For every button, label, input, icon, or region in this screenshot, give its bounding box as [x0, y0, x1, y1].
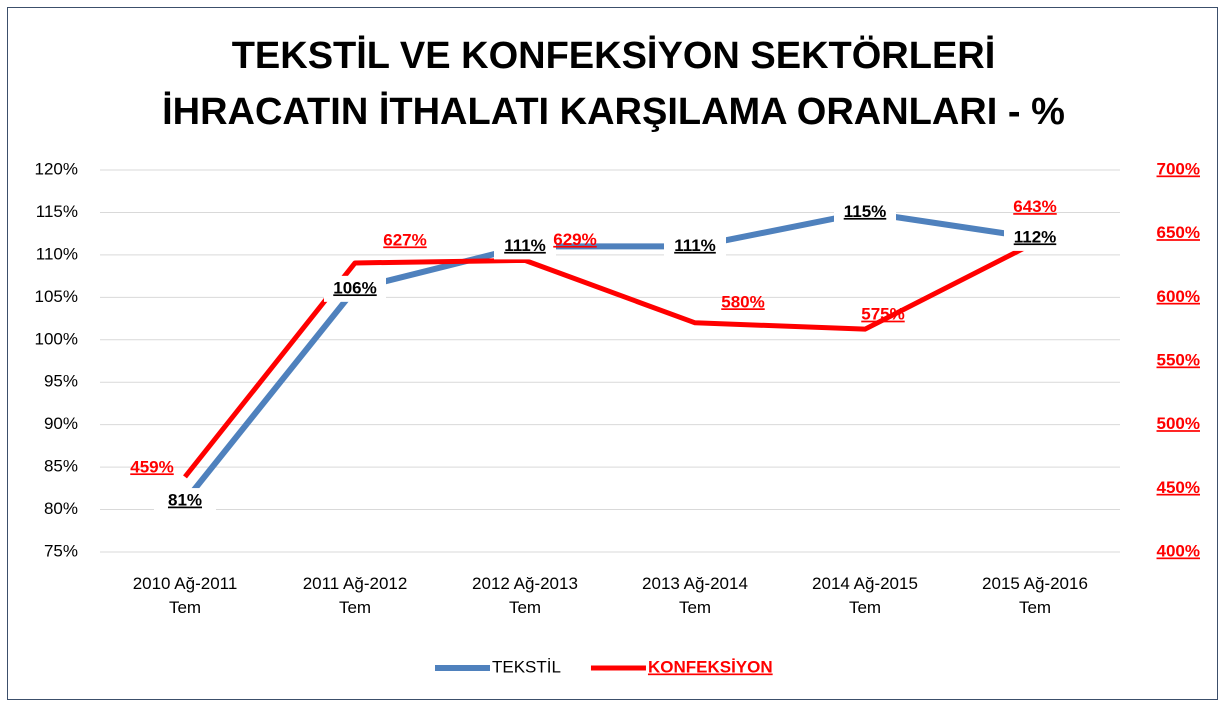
x-tick-label: 2014 Ağ-2015 Tem: [812, 574, 918, 617]
y-tick-label: 115%: [36, 202, 78, 221]
legend-label: TEKSTİL: [492, 657, 561, 676]
y-tick-label: 100%: [35, 329, 78, 348]
y2-tick-label: 550%: [1157, 350, 1200, 369]
y-tick-label: 110%: [36, 244, 78, 263]
data-label: 629%: [553, 230, 596, 249]
label-background: [664, 233, 726, 260]
data-label: 81%: [168, 491, 202, 510]
data-label: 111%: [504, 236, 546, 255]
y-tick-label: 80%: [44, 499, 78, 518]
y-tick-label: 75%: [44, 541, 78, 560]
chart-frame: [7, 7, 1218, 700]
data-label: 115%: [844, 202, 887, 221]
chart-title: TEKSTİL VE KONFEKSİYON SEKTÖRLERİ İHRACA…: [162, 35, 1065, 133]
x-tick-label: 2015 Ağ-2016 Tem: [982, 574, 1088, 617]
y2-tick-label: 700%: [1157, 159, 1200, 178]
data-label: 112%: [1014, 227, 1057, 246]
label-background: [834, 199, 896, 226]
y2-tick-label: 400%: [1157, 541, 1200, 560]
data-label: 580%: [721, 292, 764, 311]
data-label: 627%: [383, 230, 426, 249]
line-series: [183, 240, 1037, 479]
x-tick-label: 2013 Ağ-2014 Tem: [642, 574, 748, 617]
y-tick-label: 85%: [44, 457, 78, 476]
data-label: 106%: [333, 278, 376, 297]
label-background: [1004, 224, 1066, 251]
y2-tick-label: 650%: [1157, 223, 1200, 242]
y2-tick-label: 600%: [1157, 287, 1200, 306]
y-tick-label: 95%: [44, 372, 78, 391]
label-background: [324, 275, 386, 302]
y-tick-label: 120%: [35, 159, 78, 178]
y2-tick-label: 500%: [1157, 414, 1200, 433]
legend-label: KONFEKSİYON: [648, 657, 773, 676]
data-label: 643%: [1013, 197, 1056, 216]
data-label: 575%: [861, 305, 904, 324]
data-label: 459%: [130, 457, 173, 476]
label-background: [494, 233, 556, 260]
x-tick-label: 2010 Ağ-2011 Tem: [132, 574, 238, 617]
x-tick-label: 2011 Ağ-2012 Tem: [302, 574, 408, 617]
y-tick-label: 90%: [44, 414, 78, 433]
y-tick-label: 105%: [35, 287, 78, 306]
y2-tick-label: 450%: [1157, 478, 1200, 497]
line-series: [182, 209, 1036, 503]
x-tick-label: 2012 Ağ-2013 Tem: [472, 574, 578, 617]
label-background: [154, 488, 216, 515]
data-label: 111%: [674, 236, 716, 255]
